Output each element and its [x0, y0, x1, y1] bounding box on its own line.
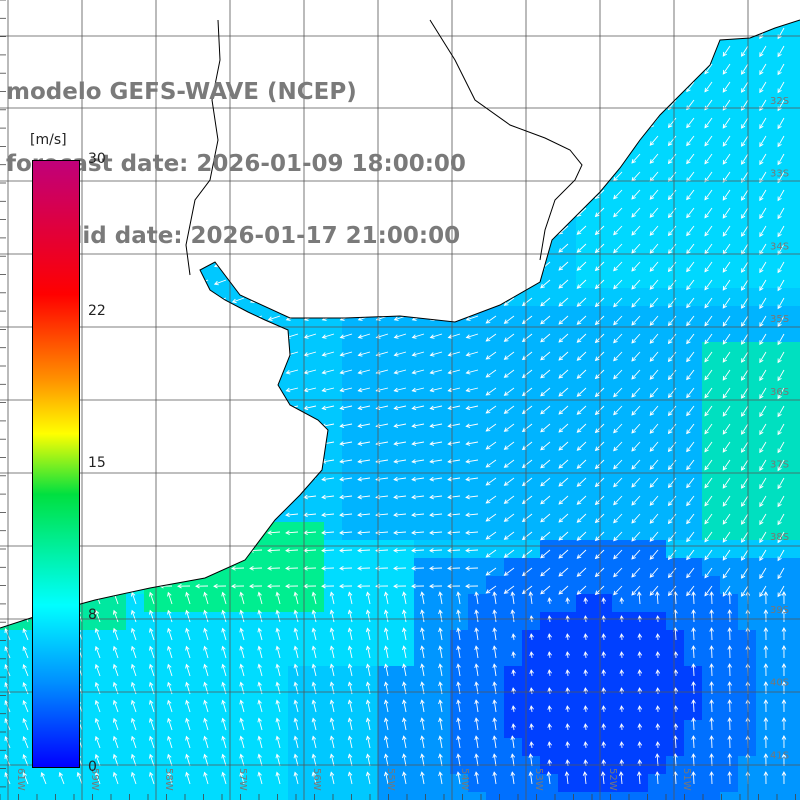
colorbar-tick-22: 22 [88, 303, 106, 319]
lon-label: 61W [15, 768, 26, 791]
lon-label: 56W [311, 768, 322, 791]
lon-label: 55W [385, 768, 396, 791]
colorbar-tick-30: 30 [88, 151, 106, 167]
lat-label: 40S [770, 678, 789, 689]
lon-label: 53W [533, 768, 544, 791]
lon-label: 51W [681, 768, 692, 791]
axis-labels: 61W 59W 58W 57W 56W 55W 54W 53W 52W 51W 32S 33S 34S 3… [15, 96, 789, 791]
lat-label: 37S [770, 460, 789, 471]
colorbar-units: [m/s] [30, 132, 67, 148]
lon-label: 59W [89, 768, 100, 791]
colorbar-tick-8: 8 [88, 607, 97, 623]
coastline [0, 19, 800, 629]
lat-label: 32S [770, 96, 789, 107]
lat-label: 33S [770, 169, 789, 180]
lat-label: 38S [770, 532, 789, 543]
lon-label: 54W [459, 768, 470, 791]
lat-label: 34S [770, 241, 789, 252]
lat-label: 35S [770, 314, 789, 325]
colorbar [32, 160, 80, 768]
lat-label: 39S [770, 605, 789, 616]
lon-label: 57W [237, 768, 248, 791]
lat-label: 41S [770, 750, 789, 761]
lat-label: 36S [770, 387, 789, 398]
title-model: modelo GEFS-WAVE (NCEP) [6, 79, 357, 105]
colorbar-tick-15: 15 [88, 455, 106, 471]
title-forecast-date: forecast date: 2026-01-09 18:00:00 [6, 151, 466, 177]
lon-label: 52W [607, 768, 618, 791]
lon-label: 58W [163, 768, 174, 791]
river-border [185, 19, 583, 276]
map-title: modelo GEFS-WAVE (NCEP) forecast date: 2… [6, 32, 466, 272]
colorbar-tick-0: 0 [88, 759, 97, 775]
